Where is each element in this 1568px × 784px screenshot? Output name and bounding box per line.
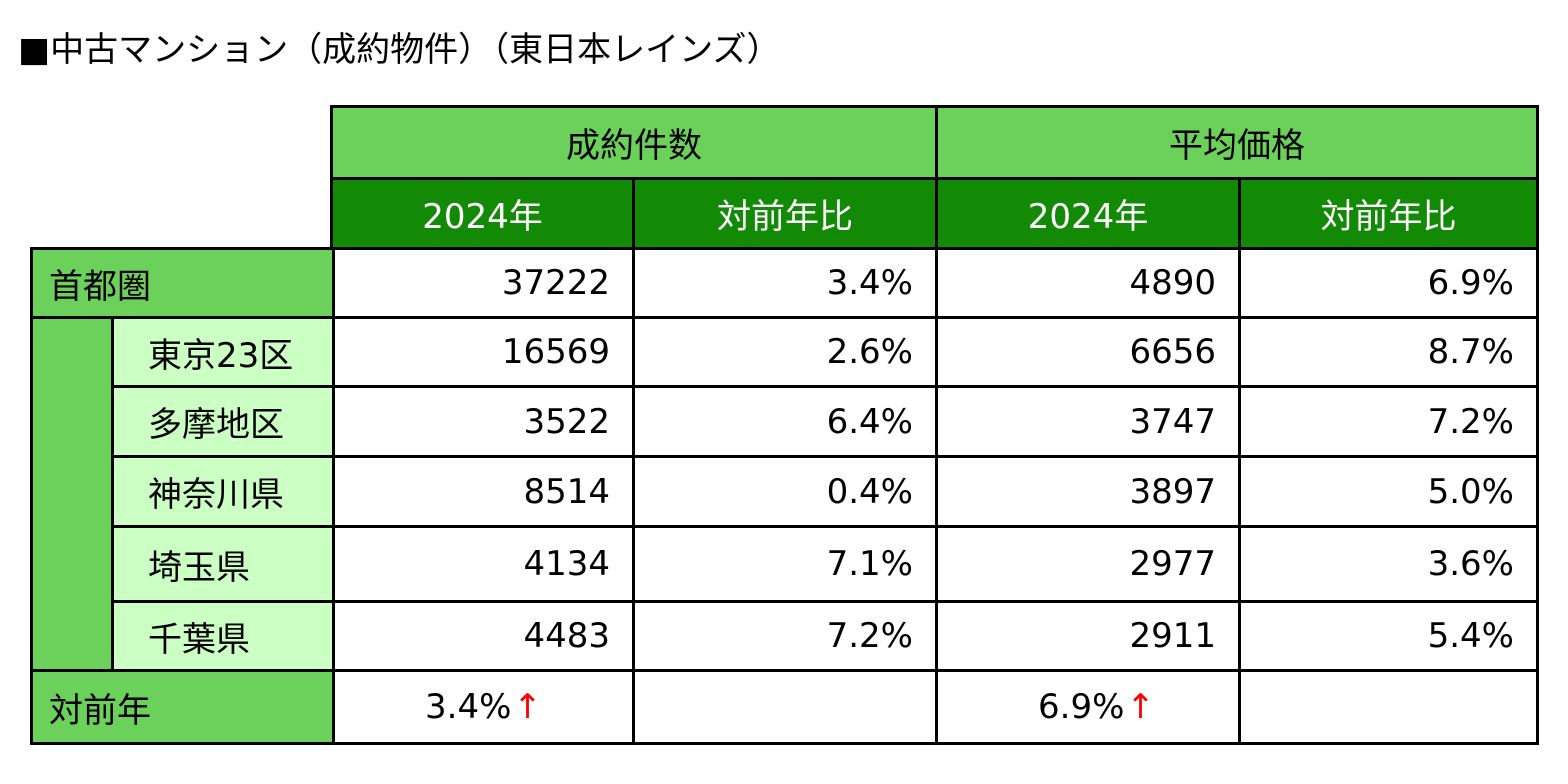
table-cell: 2977 [935, 525, 1241, 603]
cell-value: 3897 [1129, 471, 1216, 512]
table-cell: 8.7% [1238, 316, 1539, 388]
cell-value: 6656 [1129, 332, 1216, 372]
table-cell: 4483 [332, 600, 635, 672]
header-sales-count-label: 成約件数 [566, 126, 702, 166]
cell-value: 7.1% [826, 544, 913, 584]
cell-value: 4134 [523, 544, 610, 584]
table-cell: 7.2% [1238, 385, 1539, 458]
table-cell: 7.1% [632, 525, 938, 603]
table-cell: 4890 [935, 247, 1241, 319]
subheader-count-2024-label: 2024年 [422, 197, 543, 237]
cell-value: 37222 [501, 263, 610, 303]
table-cell: 16569 [332, 316, 635, 388]
cell-value: 0.4% [826, 471, 913, 512]
subheader-count-yoy: 対前年比 [632, 177, 938, 250]
table-cell: 3897 [935, 455, 1241, 528]
header-average-price: 平均価格 [935, 105, 1539, 180]
cell-value: 4483 [523, 616, 610, 656]
subheader-price-yoy: 対前年比 [1238, 177, 1539, 250]
cell-value: 7.2% [826, 616, 913, 656]
cell-value: 3.4% [826, 263, 913, 303]
header-sales-count: 成約件数 [330, 105, 938, 180]
yoy-count-cell: 3.4% ↑ [332, 669, 635, 745]
row-label-tama: 多摩地区 [111, 385, 335, 458]
cell-value: 5.4% [1427, 616, 1514, 656]
table-cell: 6656 [935, 316, 1241, 388]
row-label-text: 対前年 [49, 690, 151, 731]
subheader-count-2024: 2024年 [330, 177, 635, 250]
table-cell: 0.4% [632, 455, 938, 528]
cell-value: 6.4% [826, 401, 913, 442]
cell-value: 8514 [523, 471, 610, 512]
row-label-yoy: 対前年 [30, 669, 335, 745]
subheader-count-yoy-label: 対前年比 [717, 197, 853, 237]
table-cell: 3.4% [632, 247, 938, 319]
cell-value: 4890 [1129, 263, 1216, 303]
table-cell: 4134 [332, 525, 635, 603]
table-cell: 6.4% [632, 385, 938, 458]
table-cell: 2.6% [632, 316, 938, 388]
table-cell: 37222 [332, 247, 635, 319]
yoy-price-cell: 6.9% ↑ [935, 669, 1241, 745]
table-cell: 3747 [935, 385, 1241, 458]
table-cell: 7.2% [632, 600, 938, 672]
table-cell: 8514 [332, 455, 635, 528]
cell-value: 16569 [501, 332, 610, 372]
table-cell: 6.9% [1238, 247, 1539, 319]
table-cell: 3.6% [1238, 525, 1539, 603]
cell-value: 8.7% [1427, 332, 1514, 372]
cell-value: 5.0% [1427, 471, 1514, 512]
subheader-price-2024-label: 2024年 [1027, 197, 1149, 237]
row-label-text: 首都圏 [49, 266, 151, 307]
table-cell: 5.0% [1238, 455, 1539, 528]
cell-value: 2977 [1129, 544, 1216, 584]
cell-value: 3747 [1129, 401, 1216, 442]
cell-value: 2911 [1129, 616, 1216, 656]
header-average-price-label: 平均価格 [1169, 126, 1305, 166]
row-label-text: 千葉県 [148, 619, 250, 660]
table-cell: 2911 [935, 600, 1241, 672]
row-label-saitama: 埼玉県 [111, 525, 335, 603]
table-cell: 3522 [332, 385, 635, 458]
page-title: ■中古マンション（成約物件）（東日本レインズ） [18, 30, 781, 70]
table-cell [1238, 669, 1539, 745]
row-label-text: 多摩地区 [148, 405, 284, 445]
yoy-price-value: 6.9% [1038, 687, 1125, 727]
up-arrow-icon: ↑ [1126, 687, 1155, 727]
cell-value: 2.6% [826, 332, 913, 372]
row-label-chiba: 千葉県 [111, 600, 335, 672]
cell-value: 3.6% [1427, 544, 1514, 584]
row-label-tokyo23: 東京23区 [111, 316, 335, 388]
row-label-shutoken: 首都圏 [30, 247, 335, 319]
subheader-price-2024: 2024年 [935, 177, 1241, 250]
cell-value: 3522 [523, 401, 610, 442]
subheader-price-yoy-label: 対前年比 [1320, 197, 1457, 237]
row-label-kanagawa: 神奈川県 [111, 455, 335, 528]
region-side-band [30, 316, 114, 672]
cell-value: 6.9% [1427, 263, 1514, 303]
table-cell [632, 669, 938, 745]
cell-value: 7.2% [1427, 401, 1514, 442]
up-arrow-icon: ↑ [513, 687, 542, 727]
yoy-count-value: 3.4% [425, 687, 512, 727]
row-label-text: 埼玉県 [148, 547, 250, 588]
table-cell: 5.4% [1238, 600, 1539, 672]
row-label-text: 神奈川県 [148, 475, 284, 515]
row-label-text: 東京23区 [148, 335, 294, 376]
